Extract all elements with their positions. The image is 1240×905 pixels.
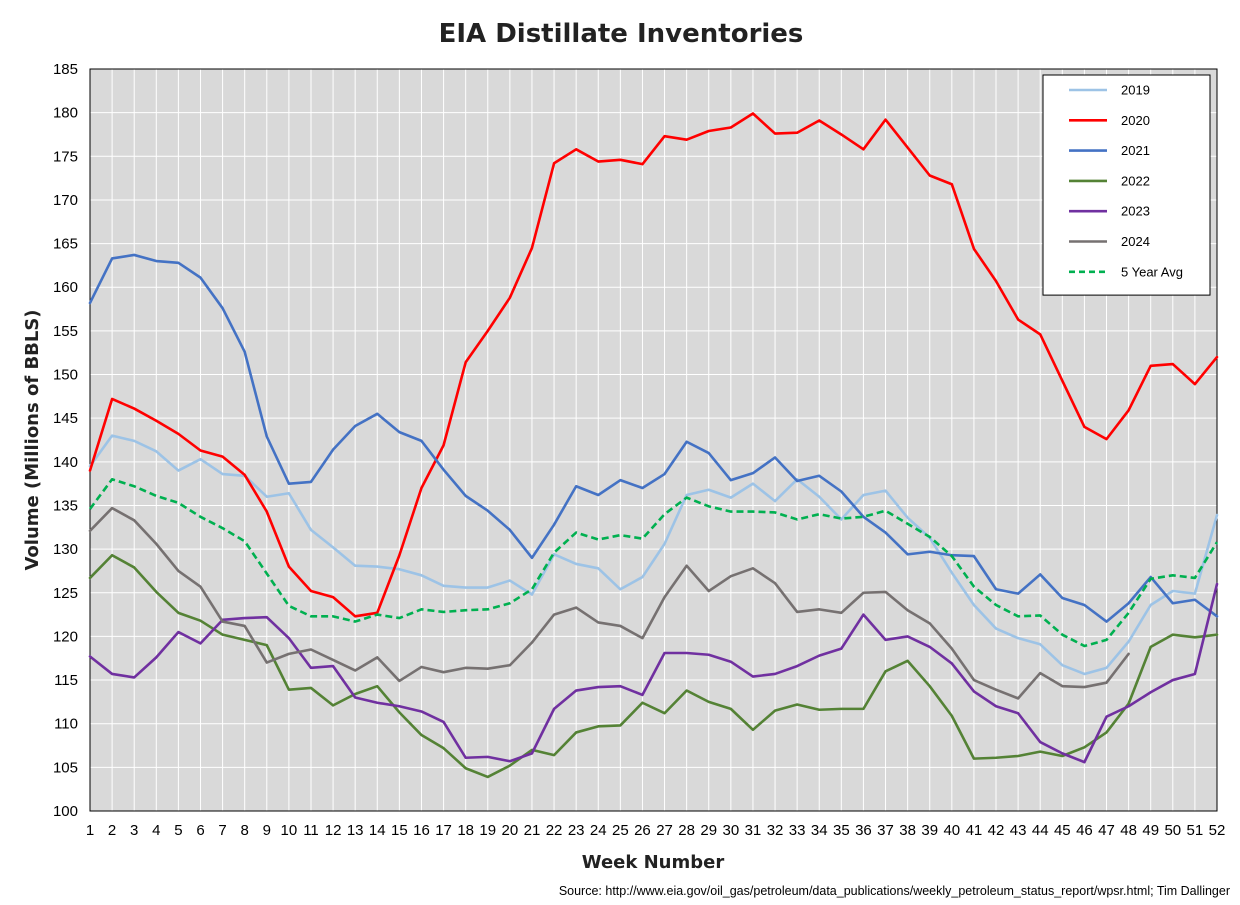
y-tick-label: 140 — [53, 454, 78, 471]
x-tick-label: 19 — [479, 822, 496, 839]
x-tick-label: 20 — [502, 822, 519, 839]
series-line-5-year-avg — [88, 477, 1219, 648]
x-tick-label: 31 — [745, 822, 762, 839]
series-line-2019 — [88, 434, 1219, 676]
x-tick-label: 47 — [1098, 822, 1115, 839]
x-tick-label: 33 — [789, 822, 806, 839]
legend-label-2022: 2022 — [1121, 173, 1150, 188]
x-tick-label: 45 — [1054, 822, 1071, 839]
x-tick-label: 2 — [108, 822, 116, 839]
x-tick-label: 29 — [700, 822, 717, 839]
source-note: Source: http://www.eia.gov/oil_gas/petro… — [559, 884, 1230, 898]
y-tick-label: 135 — [53, 497, 78, 514]
legend-label-5-year-avg: 5 Year Avg — [1121, 264, 1183, 279]
y-tick-label: 150 — [53, 367, 78, 384]
x-tick-label: 7 — [218, 822, 226, 839]
series-line-2021 — [88, 253, 1219, 623]
x-tick-label: 37 — [877, 822, 894, 839]
x-tick-label: 22 — [546, 822, 563, 839]
y-tick-label: 170 — [53, 192, 78, 209]
x-tick-label: 12 — [325, 822, 342, 839]
y-tick-label: 105 — [53, 759, 78, 776]
series-line-2022 — [88, 553, 1219, 779]
x-tick-label: 4 — [152, 822, 160, 839]
series-line-2024 — [88, 506, 1130, 700]
legend-label-2024: 2024 — [1121, 234, 1150, 249]
legend-label-2019: 2019 — [1121, 83, 1150, 98]
x-tick-label: 8 — [241, 822, 249, 839]
x-tick-label: 17 — [435, 822, 452, 839]
y-tick-label: 125 — [53, 585, 78, 602]
x-tick-label: 9 — [263, 822, 271, 839]
x-tick-label: 27 — [656, 822, 673, 839]
x-tick-label: 36 — [855, 822, 872, 839]
x-tick-label: 21 — [524, 822, 541, 839]
x-tick-label: 40 — [943, 822, 960, 839]
x-tick-label: 11 — [303, 822, 319, 839]
y-tick-label: 165 — [53, 236, 78, 253]
x-tick-label: 14 — [369, 822, 386, 839]
x-tick-label: 3 — [130, 822, 138, 839]
x-tick-label: 52 — [1209, 822, 1226, 839]
y-tick-label: 110 — [54, 716, 78, 733]
x-tick-label: 46 — [1076, 822, 1093, 839]
x-tick-label: 48 — [1120, 822, 1137, 839]
x-tick-label: 18 — [457, 822, 474, 839]
x-tick-label: 35 — [833, 822, 850, 839]
x-tick-label: 51 — [1187, 822, 1204, 839]
y-tick-label: 115 — [54, 672, 78, 689]
y-tick-label: 185 — [53, 61, 78, 78]
x-axis-title: Week Number — [582, 852, 725, 873]
x-tick-label: 28 — [678, 822, 695, 839]
axes: 1 2 3 4 5 6 7 8 9 10 11 12 13 14 15 16 17 18 19 20 21 22 23 24 2… — [53, 61, 1225, 839]
legend-label-2021: 2021 — [1121, 143, 1150, 158]
legend: 2019 2020 2021 2022 2023 2024 5 Year Avg — [1042, 74, 1211, 296]
x-tick-label: 30 — [722, 822, 739, 839]
plot-border — [89, 68, 1218, 812]
x-tick-label: 42 — [988, 822, 1005, 839]
y-tick-label: 155 — [53, 323, 78, 340]
x-tick-label: 6 — [196, 822, 204, 839]
x-tick-label: 5 — [174, 822, 182, 839]
legend-label-2023: 2023 — [1121, 204, 1150, 219]
x-tick-label: 25 — [612, 822, 629, 839]
y-tick-label: 100 — [53, 803, 78, 820]
series-line-2023 — [88, 582, 1219, 764]
y-tick-label: 145 — [53, 410, 78, 427]
x-tick-label: 41 — [966, 822, 983, 839]
x-tick-label: 15 — [391, 822, 408, 839]
x-tick-label: 50 — [1164, 822, 1181, 839]
x-tick-label: 26 — [634, 822, 651, 839]
x-tick-label: 34 — [811, 822, 828, 839]
x-tick-label: 10 — [281, 822, 298, 839]
legend-label-2020: 2020 — [1121, 113, 1150, 128]
x-tick-label: 16 — [413, 822, 430, 839]
legend-box — [1042, 74, 1211, 296]
x-tick-label: 24 — [590, 822, 607, 839]
y-tick-label: 120 — [53, 628, 78, 645]
x-tick-label: 38 — [899, 822, 916, 839]
x-tick-label: 23 — [568, 822, 585, 839]
chart-title: EIA Distillate Inventories — [439, 19, 804, 49]
x-tick-label: 44 — [1032, 822, 1049, 839]
x-tick-label: 49 — [1142, 822, 1159, 839]
x-tick-label: 43 — [1010, 822, 1027, 839]
y-tick-label: 130 — [53, 541, 78, 558]
x-tick-label: 39 — [921, 822, 938, 839]
y-axis-title: Volume (Millions of BBLS) — [22, 309, 43, 570]
y-tick-label: 175 — [53, 148, 78, 165]
x-tick-label: 32 — [767, 822, 784, 839]
y-tick-label: 180 — [53, 105, 78, 122]
series-line-2020 — [88, 112, 1219, 618]
x-tick-label: 13 — [347, 822, 364, 839]
grid — [89, 68, 1218, 812]
series-lines — [88, 112, 1219, 779]
x-tick-label: 1 — [86, 822, 94, 839]
y-tick-label: 160 — [53, 279, 78, 296]
